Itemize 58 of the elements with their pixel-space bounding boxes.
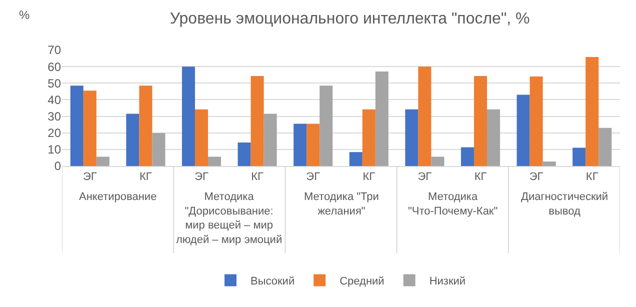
bar	[542, 162, 556, 166]
bar	[598, 128, 612, 166]
y-tick-label: 70	[48, 43, 62, 58]
bar	[83, 90, 96, 166]
bar	[586, 56, 599, 166]
bar	[126, 114, 140, 166]
x-tick-label: КГ	[474, 171, 487, 184]
y-tick-label: 50	[48, 76, 62, 90]
bar	[487, 109, 500, 166]
x-tick-label: ЭГ	[306, 171, 320, 184]
x-tick-label: ЭГ	[82, 171, 97, 184]
bar	[362, 109, 376, 166]
x-tick-label: КГ	[362, 171, 376, 184]
bar	[572, 148, 586, 166]
chart-title: Уровень эмоционального интеллекта "после", %	[170, 10, 530, 28]
legend-label: Средний	[340, 276, 384, 288]
bar	[182, 66, 195, 166]
x-tick-label: КГ	[251, 171, 264, 184]
bar	[530, 76, 543, 166]
text: Методика "Что-Почему-Как"	[408, 191, 498, 218]
bar	[70, 86, 84, 166]
text: Диагностический вывод	[521, 191, 608, 218]
bar	[306, 124, 320, 166]
x-tick-label: КГ	[586, 171, 598, 184]
bar	[294, 124, 307, 166]
bar	[152, 133, 166, 166]
bar	[405, 109, 418, 166]
bar	[431, 156, 444, 166]
bar	[194, 109, 208, 166]
bar	[320, 86, 333, 166]
bar	[375, 72, 388, 166]
bar	[250, 76, 264, 166]
bar	[139, 86, 152, 166]
text: Анкетирование	[79, 191, 157, 203]
y-tick-label: 40	[48, 92, 62, 107]
y-tick-label: 0	[54, 159, 62, 174]
bar	[418, 66, 432, 166]
y-tick-label: 30	[48, 109, 62, 124]
text: Методика "Дорисовывание: мир вещей – мир людей – мир эмоций	[176, 191, 282, 246]
bar	[238, 142, 251, 166]
y-tick-label: 60	[48, 60, 62, 74]
legend-label: Низкий	[429, 276, 466, 288]
y-tick-label: 10	[48, 142, 62, 157]
bar	[264, 114, 277, 166]
bar	[96, 156, 110, 166]
bar	[208, 156, 222, 166]
x-tick-label: ЭГ	[529, 171, 544, 184]
text: Методика "Три желания"	[304, 191, 379, 218]
y-axis-title: %	[19, 8, 30, 22]
bar	[516, 94, 530, 166]
legend-label: Высокий	[250, 276, 295, 288]
bar	[460, 147, 474, 166]
x-tick-label: ЭГ	[418, 171, 432, 184]
bar	[474, 76, 488, 166]
y-tick-label: 20	[48, 126, 62, 140]
bar	[349, 152, 362, 166]
x-tick-label: КГ	[140, 171, 152, 184]
x-tick-label: ЭГ	[194, 171, 208, 184]
